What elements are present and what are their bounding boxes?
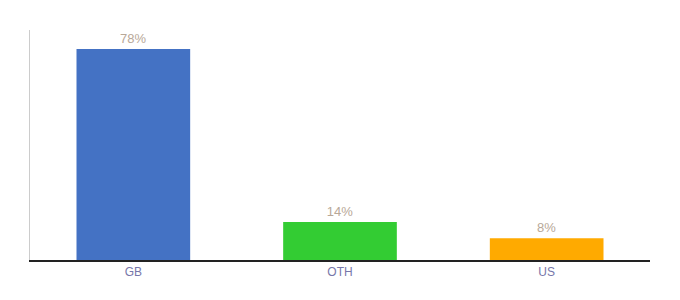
svg-text:78%: 78%	[120, 31, 146, 46]
svg-text:8%: 8%	[537, 220, 556, 235]
svg-text:GB: GB	[125, 265, 142, 279]
svg-text:OTH: OTH	[327, 265, 352, 279]
svg-text:14%: 14%	[327, 204, 353, 219]
svg-text:US: US	[538, 265, 555, 279]
